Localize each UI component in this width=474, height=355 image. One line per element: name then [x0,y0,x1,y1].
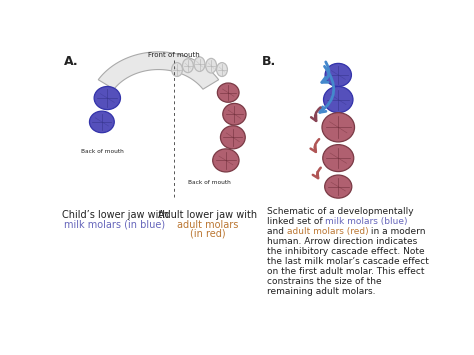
Ellipse shape [325,64,351,87]
Text: Adult lower jaw with: Adult lower jaw with [158,211,257,220]
Text: remaining adult molars.: remaining adult molars. [267,287,375,296]
Ellipse shape [172,62,182,76]
Text: Child’s lower jaw with: Child’s lower jaw with [62,211,168,220]
Ellipse shape [194,57,205,71]
Ellipse shape [90,111,114,133]
Ellipse shape [223,103,246,125]
Ellipse shape [322,113,355,142]
Text: (in red): (in red) [190,229,226,239]
Text: the last milk molar’s cascade effect: the last milk molar’s cascade effect [267,257,429,266]
Ellipse shape [182,59,193,73]
Text: on the first adult molar. This effect: on the first adult molar. This effect [267,267,424,276]
Text: milk molars (in blue): milk molars (in blue) [64,220,165,230]
Text: A.: A. [64,55,79,68]
Ellipse shape [94,87,120,110]
Ellipse shape [213,149,239,172]
Polygon shape [98,52,219,89]
Text: milk molars (blue): milk molars (blue) [326,217,408,226]
Ellipse shape [324,87,353,113]
Ellipse shape [325,175,352,198]
Ellipse shape [323,144,354,171]
Text: Back of mouth: Back of mouth [188,180,231,185]
Text: adult molars: adult molars [177,220,239,230]
Ellipse shape [220,126,245,149]
Text: B.: B. [262,55,276,68]
Text: Back of mouth: Back of mouth [81,149,124,154]
Text: Front of mouth: Front of mouth [148,52,200,58]
Text: Schematic of a developmentally: Schematic of a developmentally [267,207,414,215]
Text: in a modern: in a modern [368,226,426,236]
Text: and: and [267,226,287,236]
Text: adult molars (red): adult molars (red) [287,226,368,236]
Text: human. Arrow direction indicates: human. Arrow direction indicates [267,237,417,246]
Text: linked set of: linked set of [267,217,326,226]
Text: constrains the size of the: constrains the size of the [267,277,382,286]
Ellipse shape [206,58,217,73]
Ellipse shape [218,83,239,102]
Ellipse shape [217,62,228,76]
Text: the inhibitory cascade effect. Note: the inhibitory cascade effect. Note [267,247,425,256]
